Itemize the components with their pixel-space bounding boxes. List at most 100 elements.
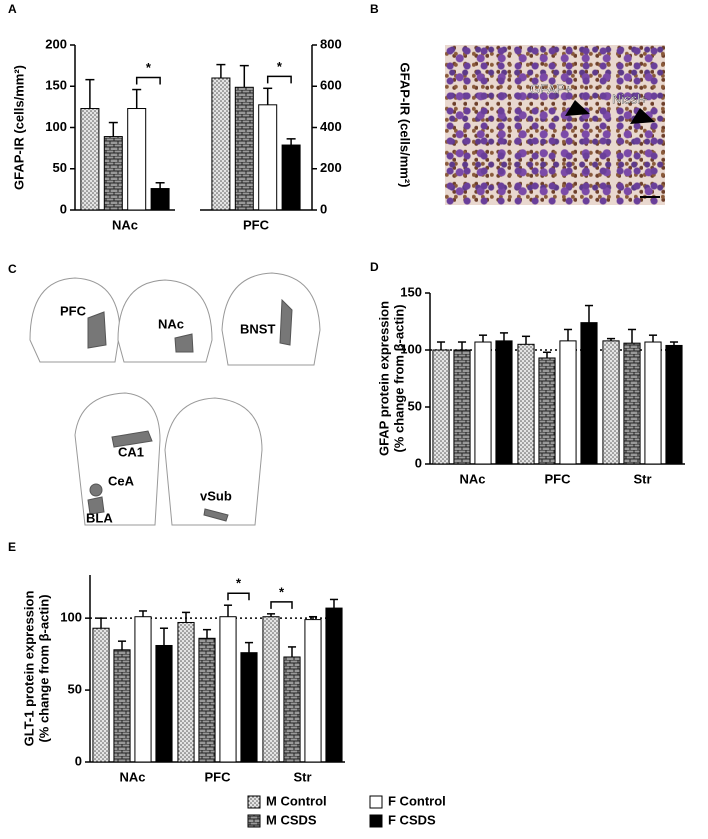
bar bbox=[283, 656, 301, 763]
region bbox=[279, 298, 293, 346]
legend-label: M Control bbox=[266, 793, 327, 808]
bar bbox=[80, 108, 100, 211]
image-ylabel: GFAP-IR (cells/mm²) bbox=[398, 63, 413, 188]
bar bbox=[258, 104, 278, 211]
significance-label: * bbox=[277, 59, 283, 74]
y-tick-label: 400 bbox=[320, 119, 342, 134]
bar bbox=[240, 652, 258, 763]
y-axis-label: GLT-1 protein expression bbox=[21, 591, 36, 747]
bar bbox=[580, 322, 598, 465]
significance-bracket bbox=[135, 76, 161, 85]
bar bbox=[103, 136, 123, 211]
region-label: BLA bbox=[86, 510, 113, 525]
bar bbox=[432, 349, 450, 465]
region bbox=[111, 430, 153, 448]
y-tick-label: 0 bbox=[320, 201, 327, 216]
micrograph bbox=[445, 45, 665, 205]
panel-letter: A bbox=[8, 2, 17, 16]
arrowhead bbox=[630, 108, 655, 124]
y-tick-label: 150 bbox=[45, 78, 67, 93]
legend-label: F Control bbox=[388, 793, 446, 808]
x-tick-label: NAc bbox=[459, 471, 485, 486]
section bbox=[221, 272, 321, 366]
y-tick-label: 100 bbox=[400, 341, 422, 356]
bar bbox=[665, 344, 683, 465]
y-tick-label: 200 bbox=[45, 36, 67, 51]
bar bbox=[281, 144, 301, 211]
bar bbox=[177, 621, 195, 763]
bar bbox=[92, 627, 110, 763]
section bbox=[29, 277, 121, 363]
x-tick-label: PFC bbox=[243, 217, 270, 232]
image-label: Nissl+ bbox=[612, 91, 648, 106]
bar bbox=[211, 77, 231, 211]
bar bbox=[474, 341, 492, 465]
x-tick-label: PFC bbox=[545, 471, 572, 486]
bar bbox=[644, 341, 662, 465]
y-tick-label: 50 bbox=[408, 398, 422, 413]
legend-swatch bbox=[369, 814, 383, 828]
significance-bracket bbox=[266, 75, 292, 84]
y-tick-label: 50 bbox=[53, 160, 67, 175]
y-tick-label: 50 bbox=[68, 682, 82, 697]
bar bbox=[134, 616, 152, 763]
y-axis-label: (% change from β-actin) bbox=[391, 304, 406, 452]
legend-label: M CSDS bbox=[266, 812, 317, 827]
region bbox=[87, 496, 105, 515]
region bbox=[89, 483, 103, 497]
x-tick-label: NAc bbox=[119, 769, 145, 784]
region-label: NAc bbox=[158, 316, 184, 331]
y-tick-label: 0 bbox=[75, 753, 82, 768]
bar bbox=[559, 340, 577, 465]
legend-swatch bbox=[247, 814, 261, 828]
bar bbox=[495, 340, 513, 465]
bar bbox=[262, 616, 280, 763]
bar bbox=[517, 343, 535, 465]
x-tick-label: Str bbox=[293, 769, 311, 784]
region-label: CA1 bbox=[118, 444, 144, 459]
bar bbox=[155, 644, 173, 763]
bar bbox=[453, 349, 471, 465]
bar bbox=[325, 607, 343, 763]
bar bbox=[234, 86, 254, 211]
panel-letter: B bbox=[370, 2, 379, 16]
y-tick-label: 150 bbox=[400, 284, 422, 299]
y-tick-label: 600 bbox=[320, 78, 342, 93]
y-tick-label: 100 bbox=[60, 610, 82, 625]
y-tick-label: 200 bbox=[320, 160, 342, 175]
region-label: PFC bbox=[60, 303, 87, 318]
panel-letter: C bbox=[8, 262, 17, 276]
bar bbox=[150, 188, 170, 211]
arrowhead bbox=[565, 100, 590, 116]
y-tick-label: 100 bbox=[45, 119, 67, 134]
bar bbox=[127, 108, 147, 211]
y-tick-label: 800 bbox=[320, 36, 342, 51]
panel-letter: E bbox=[8, 540, 16, 554]
x-tick-label: NAc bbox=[112, 217, 138, 232]
significance-label: * bbox=[146, 60, 152, 75]
y-tick-label: 0 bbox=[415, 455, 422, 470]
section bbox=[164, 397, 263, 526]
bar bbox=[602, 340, 620, 465]
bar bbox=[198, 637, 216, 763]
region-label: CeA bbox=[108, 473, 135, 488]
region bbox=[174, 333, 194, 353]
bar bbox=[623, 342, 641, 465]
image-label: GFAP+ bbox=[530, 81, 572, 96]
y-tick-label: 0 bbox=[60, 201, 67, 216]
legend-swatch bbox=[247, 795, 261, 809]
legend-swatch bbox=[369, 795, 383, 809]
regions bbox=[87, 298, 293, 522]
region bbox=[203, 508, 229, 522]
region-label: BNST bbox=[240, 321, 275, 336]
bar bbox=[538, 357, 556, 465]
bar bbox=[304, 619, 322, 763]
significance-label: * bbox=[279, 584, 285, 599]
region bbox=[87, 311, 107, 349]
bar bbox=[113, 649, 131, 763]
region-label: vSub bbox=[200, 488, 232, 503]
x-tick-label: Str bbox=[633, 471, 651, 486]
